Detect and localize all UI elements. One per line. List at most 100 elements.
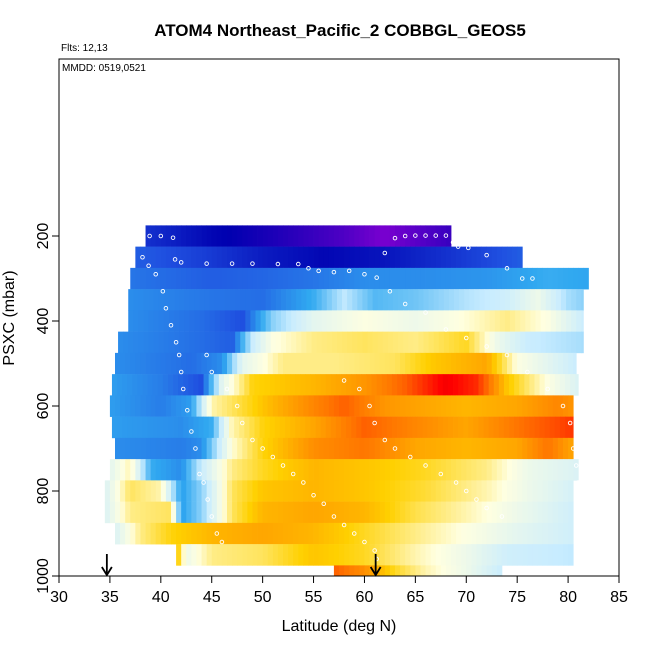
heatmap-cell xyxy=(247,522,253,545)
heatmap-cell xyxy=(283,459,289,481)
heatmap-cell xyxy=(239,374,245,396)
x-tick-label: 35 xyxy=(101,589,119,606)
heatmap-cell xyxy=(165,267,172,290)
heatmap-cell xyxy=(547,352,554,375)
heatmap-cell xyxy=(313,267,320,290)
heatmap-cell xyxy=(308,501,314,524)
heatmap-cell xyxy=(557,352,564,375)
heatmap-cell xyxy=(410,459,416,481)
heatmap-cell xyxy=(122,374,128,396)
heatmap-cell xyxy=(403,310,409,332)
heatmap-cell xyxy=(267,267,274,290)
heatmap-cell xyxy=(471,544,477,566)
heatmap-cell xyxy=(451,395,457,417)
heatmap-cell xyxy=(463,374,469,396)
heatmap-cell xyxy=(476,459,482,481)
x-tick-label: 40 xyxy=(152,589,170,606)
heatmap-cell xyxy=(392,310,399,332)
heatmap-cell xyxy=(293,501,299,524)
heatmap-cell xyxy=(395,395,401,417)
heatmap-cell xyxy=(201,459,208,481)
heatmap-cell xyxy=(410,522,416,545)
flight-track-point xyxy=(201,480,206,485)
heatmap-cell xyxy=(451,522,457,545)
heatmap-cell xyxy=(532,501,538,524)
heatmap-cell xyxy=(405,522,411,545)
heatmap-cell xyxy=(214,331,221,354)
heatmap-cell xyxy=(559,374,566,396)
heatmap-cell xyxy=(250,331,256,354)
heatmap-cell xyxy=(120,395,126,417)
heatmap-cell xyxy=(213,416,220,439)
heatmap-cell xyxy=(328,459,335,481)
heatmap-cell xyxy=(211,544,218,566)
heatmap-cell xyxy=(445,501,452,524)
heatmap-cell xyxy=(376,416,383,439)
heatmap-cell xyxy=(311,331,317,354)
heatmap-cell xyxy=(427,374,434,396)
heatmap-cell xyxy=(308,395,314,417)
x-axis-label: Latitude (deg N) xyxy=(282,618,397,635)
heatmap-cell xyxy=(328,522,335,545)
heatmap-cell xyxy=(527,267,533,290)
heatmap-cell xyxy=(171,437,177,460)
heatmap-cell xyxy=(405,565,411,577)
heatmap-cell xyxy=(486,501,493,524)
flight-track-point xyxy=(341,522,347,528)
heatmap-cell xyxy=(515,310,521,332)
heatmap-cell xyxy=(298,352,304,375)
heatmap-cell xyxy=(257,246,264,269)
heatmap-cell xyxy=(155,246,162,269)
heatmap-cell xyxy=(206,522,213,545)
heatmap-cell xyxy=(517,522,523,545)
heatmap-cell xyxy=(448,331,455,354)
heatmap-cell xyxy=(507,501,513,524)
heatmap-cell xyxy=(221,522,228,545)
heatmap-cell xyxy=(125,437,131,460)
heatmap-cell xyxy=(272,501,279,524)
heatmap-cell xyxy=(272,459,279,481)
heatmap-cell xyxy=(293,459,299,481)
heatmap-cell xyxy=(369,522,376,545)
heatmap-cell xyxy=(481,267,488,290)
heatmap-cell xyxy=(369,225,376,247)
arrow-marker xyxy=(101,554,113,577)
heatmap-cell xyxy=(148,289,155,311)
heatmap-cell xyxy=(438,310,445,332)
heatmap-cell xyxy=(293,522,299,545)
heatmap-cell xyxy=(240,310,246,332)
heatmap-cell xyxy=(229,416,235,439)
heatmap-cell xyxy=(201,480,208,502)
heatmap-cell xyxy=(507,459,513,481)
heatmap-cell xyxy=(204,310,211,332)
heatmap-cell xyxy=(529,374,535,396)
heatmap-cell xyxy=(318,395,325,417)
heatmap-cell xyxy=(339,395,345,417)
heatmap-cell xyxy=(547,522,554,545)
heatmap-cell xyxy=(216,437,223,460)
flight-track-point xyxy=(408,454,413,460)
heatmap-cell xyxy=(456,437,462,460)
heatmap-cell xyxy=(308,246,314,269)
heatmap-cell xyxy=(542,437,549,460)
heatmap-cell xyxy=(491,522,498,545)
heatmap-cell xyxy=(331,331,338,354)
heatmap-cell xyxy=(563,352,569,375)
heatmap-cell xyxy=(301,331,307,354)
heatmap-cell xyxy=(277,459,284,481)
heatmap-cell xyxy=(347,310,353,332)
heatmap-cell xyxy=(186,459,192,481)
heatmap-cell xyxy=(333,459,340,481)
heatmap-cell xyxy=(489,310,496,332)
heatmap-cell xyxy=(407,416,413,439)
heatmap-cell xyxy=(583,267,589,290)
heatmap-cell xyxy=(135,437,141,460)
heatmap-cell xyxy=(527,437,533,460)
heatmap-cell xyxy=(430,225,437,247)
heatmap-cell xyxy=(255,289,261,311)
heatmap-cell xyxy=(227,522,233,545)
heatmap-cell xyxy=(371,416,378,439)
heatmap-cell xyxy=(504,331,511,354)
heatmap-cell xyxy=(430,565,437,577)
heatmap-cell xyxy=(382,310,389,332)
